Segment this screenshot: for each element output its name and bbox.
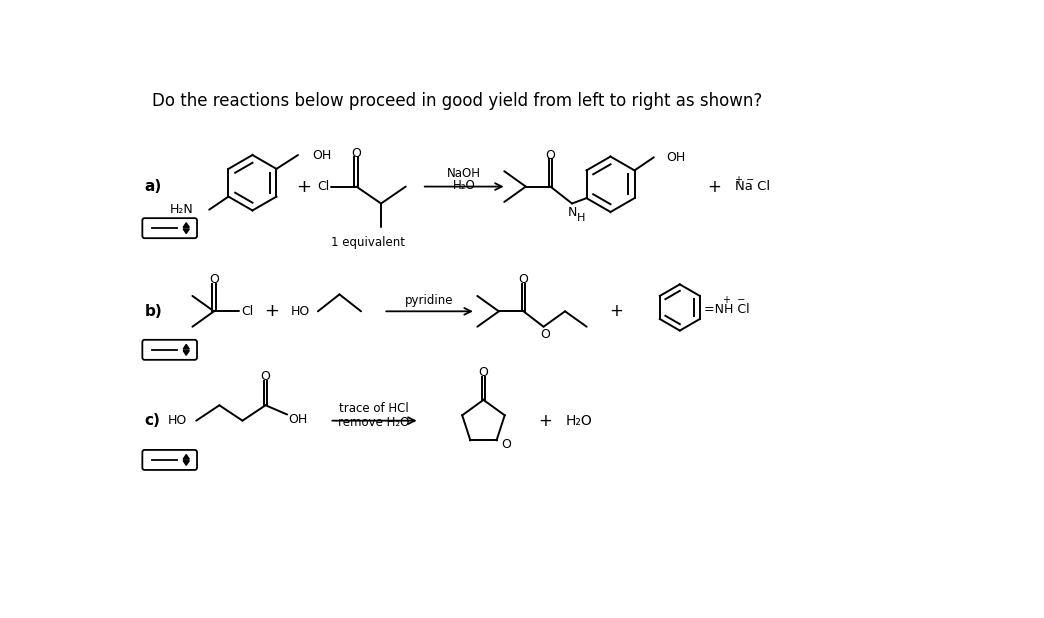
Text: +: + bbox=[296, 177, 311, 195]
FancyBboxPatch shape bbox=[142, 218, 197, 238]
Text: +: + bbox=[708, 177, 721, 195]
Text: O: O bbox=[501, 438, 512, 451]
Text: O: O bbox=[209, 273, 219, 286]
Polygon shape bbox=[183, 222, 189, 227]
Text: HO: HO bbox=[291, 305, 310, 318]
Text: trace of HCl: trace of HCl bbox=[339, 402, 409, 415]
Text: Na Cl: Na Cl bbox=[735, 180, 770, 193]
Polygon shape bbox=[183, 350, 189, 355]
Text: Cl: Cl bbox=[317, 180, 330, 193]
Text: + −: + − bbox=[735, 176, 755, 185]
Text: Do the reactions below proceed in good yield from left to right as shown?: Do the reactions below proceed in good y… bbox=[152, 92, 762, 110]
Text: O: O bbox=[519, 273, 528, 286]
Text: +: + bbox=[264, 302, 279, 320]
Text: b): b) bbox=[145, 304, 163, 319]
Text: NaOH: NaOH bbox=[447, 167, 481, 180]
Text: H: H bbox=[577, 213, 586, 223]
Text: H₂O: H₂O bbox=[566, 413, 593, 428]
Text: HO: HO bbox=[168, 414, 187, 427]
Text: +: + bbox=[538, 412, 552, 430]
Text: pyridine: pyridine bbox=[405, 294, 454, 307]
FancyBboxPatch shape bbox=[142, 340, 197, 360]
Text: +: + bbox=[610, 302, 623, 320]
Text: H₂O: H₂O bbox=[453, 179, 476, 192]
Text: =NH Cl: =NH Cl bbox=[705, 302, 750, 316]
Polygon shape bbox=[183, 455, 189, 459]
Text: O: O bbox=[546, 148, 555, 161]
Text: O: O bbox=[352, 147, 361, 160]
FancyBboxPatch shape bbox=[142, 450, 197, 470]
Text: +  −: + − bbox=[722, 295, 745, 305]
Text: O: O bbox=[540, 328, 550, 341]
Polygon shape bbox=[183, 460, 189, 465]
Text: 1 equivalent: 1 equivalent bbox=[331, 235, 405, 248]
Text: Cl: Cl bbox=[241, 305, 254, 318]
Text: O: O bbox=[478, 366, 489, 379]
Text: OH: OH bbox=[666, 151, 685, 164]
Polygon shape bbox=[183, 344, 189, 349]
Text: OH: OH bbox=[312, 148, 331, 161]
Text: a): a) bbox=[145, 179, 162, 194]
Text: N: N bbox=[567, 206, 576, 219]
Text: remove H₂O: remove H₂O bbox=[338, 416, 410, 429]
Text: OH: OH bbox=[288, 413, 308, 426]
Polygon shape bbox=[183, 229, 189, 234]
Text: O: O bbox=[261, 370, 270, 383]
Text: H₂N: H₂N bbox=[170, 203, 194, 216]
Text: c): c) bbox=[145, 413, 161, 428]
